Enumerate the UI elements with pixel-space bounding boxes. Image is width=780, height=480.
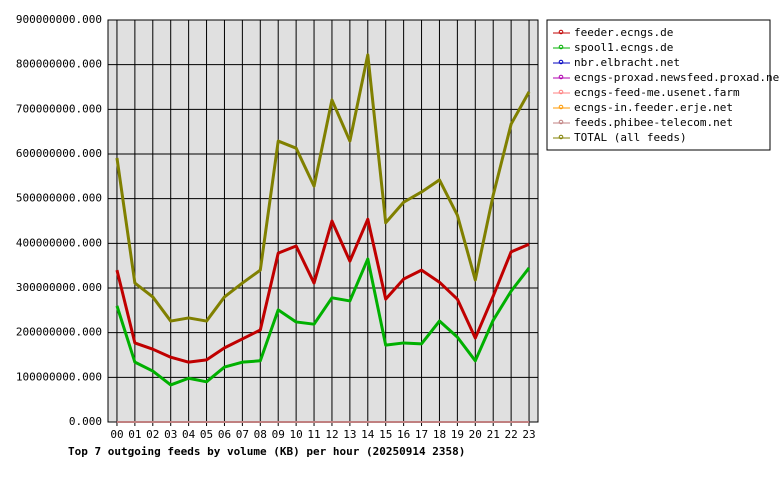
x-tick-label: 14 (361, 428, 375, 441)
x-tick-label: 20 (469, 428, 482, 441)
legend-label: ecngs-proxad.newsfeed.proxad.net (574, 71, 780, 84)
y-tick-label: 500000000.000 (16, 192, 102, 205)
x-tick-label: 16 (397, 428, 410, 441)
legend-marker (558, 134, 564, 140)
legend-marker (558, 89, 564, 95)
x-tick-label: 01 (128, 428, 141, 441)
y-tick-label: 0.000 (69, 415, 102, 428)
x-tick-label: 22 (505, 428, 518, 441)
y-tick-label: 400000000.000 (16, 236, 102, 249)
x-tick-label: 02 (146, 428, 159, 441)
legend-marker (558, 119, 564, 125)
x-tick-label: 15 (379, 428, 392, 441)
x-tick-label: 12 (325, 428, 338, 441)
x-tick-label: 17 (415, 428, 428, 441)
legend-label: spool1.ecngs.de (574, 41, 673, 54)
y-tick-label: 800000000.000 (16, 58, 102, 71)
legend-label: feeds.phibee-telecom.net (574, 116, 733, 129)
y-tick-label: 300000000.000 (16, 281, 102, 294)
y-tick-label: 200000000.000 (16, 326, 102, 339)
legend-box (546, 19, 771, 151)
x-tick-label: 10 (290, 428, 303, 441)
legend-label: feeder.ecngs.de (574, 26, 673, 39)
y-tick-label: 600000000.000 (16, 147, 102, 160)
series-line (115, 217, 530, 364)
x-tick-label: 18 (433, 428, 446, 441)
x-tick-label: 08 (254, 428, 267, 441)
x-tick-label: 11 (307, 428, 320, 441)
plot-area (107, 19, 539, 423)
x-tick-label: 13 (343, 428, 356, 441)
legend-marker (558, 74, 564, 80)
x-tick-label: 00 (110, 428, 123, 441)
legend-label: TOTAL (all feeds) (574, 131, 687, 144)
legend-marker (558, 29, 564, 35)
legend-label: nbr.elbracht.net (574, 56, 680, 69)
x-tick-label: 05 (200, 428, 213, 441)
y-tick-label: 700000000.000 (16, 102, 102, 115)
x-tick-label: 09 (272, 428, 285, 441)
y-tick-label: 900000000.000 (16, 13, 102, 26)
x-tick-label: 07 (236, 428, 249, 441)
chart-title: Top 7 outgoing feeds by volume (KB) per … (68, 445, 465, 458)
legend-marker (558, 44, 564, 50)
series-line (115, 257, 531, 387)
y-tick-label: 100000000.000 (16, 370, 102, 383)
x-tick-label: 21 (487, 428, 500, 441)
x-tick-label: 04 (182, 428, 196, 441)
legend-label: ecngs-feed-me.usenet.farm (574, 86, 740, 99)
x-tick-label: 23 (522, 428, 535, 441)
x-tick-label: 03 (164, 428, 177, 441)
legend-marker (558, 104, 564, 110)
x-tick-label: 19 (451, 428, 464, 441)
series-line (115, 53, 531, 323)
x-tick-label: 06 (218, 428, 231, 441)
legend-marker (558, 59, 564, 65)
legend-label: ecngs-in.feeder.erje.net (574, 101, 733, 114)
